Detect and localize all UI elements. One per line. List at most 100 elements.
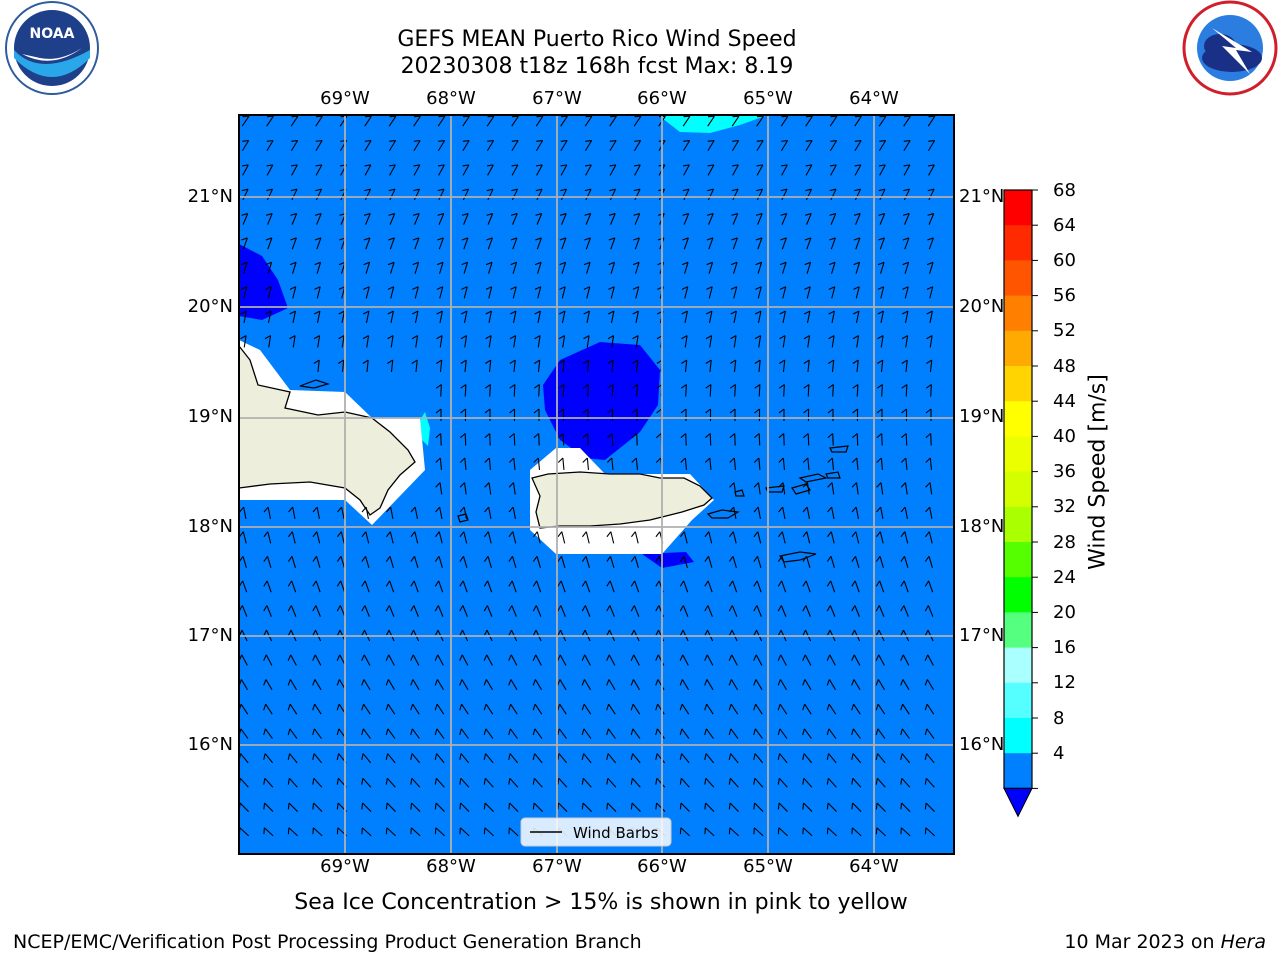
wind-barb [459, 531, 468, 544]
wind-barb [878, 213, 886, 225]
wind-barb [851, 605, 860, 617]
lat-label-right: 18°N [959, 516, 1005, 537]
wind-barb [681, 310, 688, 324]
wind-barb [927, 237, 934, 250]
wind-barb [679, 753, 690, 764]
wind-barb [779, 261, 787, 274]
wind-barb [804, 237, 812, 250]
wind-barb [557, 728, 567, 739]
wind-barb [902, 213, 910, 225]
wind-barb [388, 164, 396, 176]
wind-barb [927, 139, 936, 152]
wind-barb [632, 310, 639, 324]
wind-barb [558, 433, 565, 446]
wind-barb [707, 115, 715, 127]
wind-barb [805, 188, 813, 201]
wind-barb [486, 213, 494, 225]
wind-barb [265, 261, 273, 274]
wind-barb [731, 213, 739, 225]
wind-barb [633, 237, 640, 250]
wind-barb [753, 703, 763, 715]
wind-barb [387, 359, 394, 373]
wind-barb [924, 802, 935, 812]
wind-barb [900, 580, 909, 593]
wind-barb [315, 115, 323, 127]
wind-barb [606, 457, 614, 471]
wind-barb [483, 753, 494, 764]
wind-barb [706, 213, 714, 225]
wind-barb [753, 777, 764, 788]
island-vieques [706, 509, 740, 519]
wind-barb [875, 605, 885, 617]
wind-barb [731, 139, 740, 152]
wind-barb [241, 188, 249, 201]
colorbar-tick: 28 [1053, 532, 1076, 553]
wind-barb [851, 506, 859, 520]
footer-host: Hera [1220, 931, 1266, 953]
wind-barb [803, 384, 810, 397]
wind-barb [385, 531, 394, 544]
wind-barb [876, 506, 884, 520]
wind-barb [705, 408, 712, 422]
wind-barb [437, 115, 446, 127]
colorbar-segment [1004, 366, 1032, 402]
wind-barb [607, 359, 614, 373]
wind-barb [607, 335, 615, 348]
wind-barb [361, 753, 372, 764]
wind-barb [731, 237, 738, 250]
wind-barb [581, 703, 592, 715]
wind-barb [410, 679, 420, 691]
wind-barb [435, 384, 442, 397]
wind-barb [532, 679, 543, 691]
lat-label-left: 20°N [187, 296, 233, 317]
wind-barb [434, 777, 445, 788]
wind-barb [704, 802, 715, 812]
wind-barb [730, 310, 737, 324]
wind-barb [583, 359, 590, 373]
wind-barb [924, 753, 935, 764]
wind-barb [680, 457, 688, 471]
wind-barb [878, 237, 885, 250]
wind-barb [558, 310, 566, 324]
wind-barb [924, 654, 934, 666]
wind-barb [532, 555, 541, 568]
wind-barb [606, 679, 616, 691]
wind-barb [264, 335, 272, 348]
footer-date: 10 Mar 2023 on Hera [1064, 931, 1266, 953]
lon-label-top: 69°W [320, 88, 370, 109]
wind-barb [361, 555, 370, 568]
wind-barb [436, 359, 443, 373]
lon-label-bottom: 66°W [637, 856, 687, 877]
wind-barb [607, 433, 614, 446]
wind-barb [826, 580, 836, 593]
wind-barb [779, 359, 786, 373]
colorbar-segment [1004, 436, 1032, 473]
wind-barb [510, 213, 518, 225]
lat-label-left: 21°N [187, 186, 233, 207]
wind-barb [803, 359, 810, 373]
wind-barb [630, 654, 640, 666]
wind-barb [559, 261, 567, 274]
wind-barb [802, 506, 810, 520]
colorbar-segment [1004, 401, 1032, 437]
wind-barb [902, 237, 910, 250]
wind-barb [927, 115, 936, 127]
wind-barb [581, 728, 592, 739]
wind-barb [729, 433, 736, 446]
wind-barb [756, 139, 764, 152]
wind-barb [728, 728, 739, 739]
wind-barb [532, 753, 543, 764]
wind-barb [410, 703, 420, 715]
wind-barb [241, 237, 248, 250]
wind-barb [558, 359, 565, 373]
wind-barb [803, 408, 810, 422]
wind-barb [387, 335, 394, 348]
wind-barb [853, 261, 861, 274]
colorbar-tick: 4 [1053, 743, 1065, 764]
wind-barb [535, 115, 544, 127]
wind-barb [632, 335, 639, 348]
wind-barb [728, 531, 737, 544]
wind-barb [802, 777, 813, 788]
wind-barb [461, 261, 469, 274]
wind-barb [903, 164, 911, 176]
